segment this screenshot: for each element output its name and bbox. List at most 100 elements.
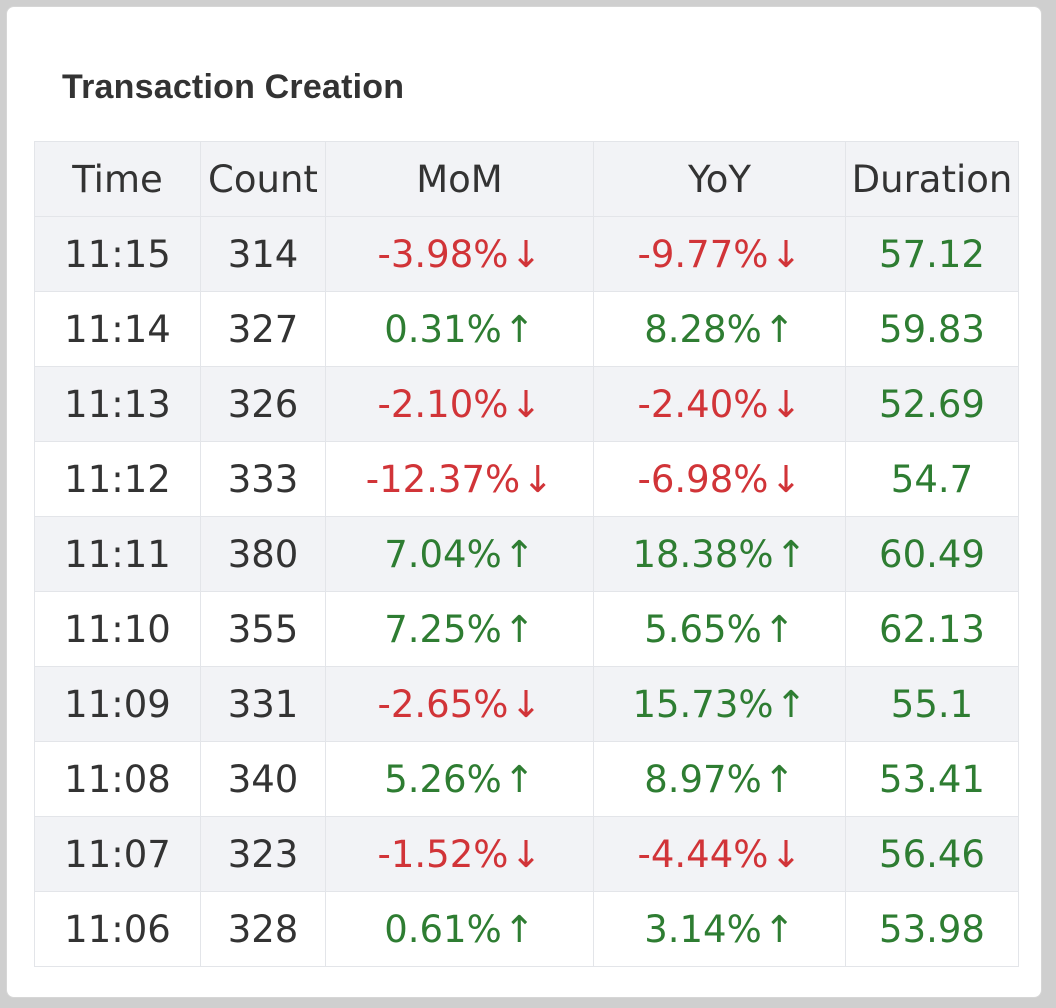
count-cell: 314	[200, 216, 326, 292]
mom-cell: 0.31%↑	[325, 291, 594, 367]
arrow-down-icon: ↓	[770, 457, 802, 501]
yoy-cell: -6.98%↓	[593, 441, 846, 517]
yoy-value: 8.97%	[644, 757, 762, 801]
yoy-value: -9.77%	[637, 232, 769, 276]
time-cell: 11:14	[34, 291, 201, 367]
yoy-cell: 5.65%↑	[593, 591, 846, 667]
table-row[interactable]: 11:10 355 7.25%↑ 5.65%↑ 62.13	[34, 591, 1019, 667]
arrow-down-icon: ↓	[522, 457, 554, 501]
column-header-count[interactable]: Count	[200, 141, 326, 217]
arrow-up-icon: ↑	[503, 907, 535, 951]
mom-value: -2.65%	[377, 682, 509, 726]
mom-value: 0.31%	[384, 307, 502, 351]
duration-cell: 56.46	[845, 816, 1019, 892]
mom-cell: -12.37%↓	[325, 441, 594, 517]
duration-cell: 60.49	[845, 516, 1019, 592]
mom-cell: 0.61%↑	[325, 891, 594, 967]
duration-cell: 57.12	[845, 216, 1019, 292]
arrow-down-icon: ↓	[510, 382, 542, 426]
duration-cell: 62.13	[845, 591, 1019, 667]
yoy-value: 15.73%	[632, 682, 774, 726]
table-header-row: Time Count MoM YoY Duration	[34, 141, 1019, 217]
arrow-up-icon: ↑	[775, 532, 807, 576]
table-row[interactable]: 11:14 327 0.31%↑ 8.28%↑ 59.83	[34, 291, 1019, 367]
table-row[interactable]: 11:07 323 -1.52%↓ -4.44%↓ 56.46	[34, 816, 1019, 892]
duration-cell: 54.7	[845, 441, 1019, 517]
mom-cell: 5.26%↑	[325, 741, 594, 817]
yoy-value: -4.44%	[637, 832, 769, 876]
mom-value: 7.25%	[384, 607, 502, 651]
yoy-cell: -9.77%↓	[593, 216, 846, 292]
table-row[interactable]: 11:15 314 -3.98%↓ -9.77%↓ 57.12	[34, 216, 1019, 292]
mom-value: -3.98%	[377, 232, 509, 276]
time-cell: 11:06	[34, 891, 201, 967]
arrow-up-icon: ↑	[763, 907, 795, 951]
count-cell: 326	[200, 366, 326, 442]
arrow-down-icon: ↓	[510, 682, 542, 726]
table-row[interactable]: 11:06 328 0.61%↑ 3.14%↑ 53.98	[34, 891, 1019, 967]
yoy-value: 8.28%	[644, 307, 762, 351]
mom-cell: 7.04%↑	[325, 516, 594, 592]
time-cell: 11:09	[34, 666, 201, 742]
count-cell: 355	[200, 591, 326, 667]
count-cell: 327	[200, 291, 326, 367]
arrow-up-icon: ↑	[503, 757, 535, 801]
yoy-cell: 3.14%↑	[593, 891, 846, 967]
duration-cell: 59.83	[845, 291, 1019, 367]
mom-value: 5.26%	[384, 757, 502, 801]
arrow-down-icon: ↓	[770, 382, 802, 426]
arrow-up-icon: ↑	[763, 757, 795, 801]
mom-value: -1.52%	[377, 832, 509, 876]
table-body: 11:15 314 -3.98%↓ -9.77%↓ 57.12 11:14 32…	[34, 216, 1019, 967]
count-cell: 323	[200, 816, 326, 892]
duration-cell: 52.69	[845, 366, 1019, 442]
yoy-cell: 18.38%↑	[593, 516, 846, 592]
mom-cell: -1.52%↓	[325, 816, 594, 892]
yoy-cell: -4.44%↓	[593, 816, 846, 892]
arrow-down-icon: ↓	[510, 232, 542, 276]
arrow-up-icon: ↑	[775, 682, 807, 726]
column-header-yoy[interactable]: YoY	[593, 141, 846, 217]
time-cell: 11:07	[34, 816, 201, 892]
arrow-up-icon: ↑	[503, 607, 535, 651]
panel-title: Transaction Creation	[62, 68, 405, 106]
table-row[interactable]: 11:13 326 -2.10%↓ -2.40%↓ 52.69	[34, 366, 1019, 442]
arrow-up-icon: ↑	[763, 607, 795, 651]
time-cell: 11:12	[34, 441, 201, 517]
table-row[interactable]: 11:09 331 -2.65%↓ 15.73%↑ 55.1	[34, 666, 1019, 742]
column-header-mom[interactable]: MoM	[325, 141, 594, 217]
mom-value: 0.61%	[384, 907, 502, 951]
mom-cell: 7.25%↑	[325, 591, 594, 667]
yoy-cell: -2.40%↓	[593, 366, 846, 442]
table-row[interactable]: 11:12 333 -12.37%↓ -6.98%↓ 54.7	[34, 441, 1019, 517]
mom-value: -2.10%	[377, 382, 509, 426]
yoy-value: -2.40%	[637, 382, 769, 426]
column-header-time[interactable]: Time	[34, 141, 201, 217]
mom-value: 7.04%	[384, 532, 502, 576]
mom-cell: -2.10%↓	[325, 366, 594, 442]
count-cell: 380	[200, 516, 326, 592]
time-cell: 11:11	[34, 516, 201, 592]
column-header-duration[interactable]: Duration	[845, 141, 1019, 217]
transaction-creation-panel: Transaction Creation Time Count MoM YoY …	[6, 6, 1042, 998]
arrow-up-icon: ↑	[763, 307, 795, 351]
table-row[interactable]: 11:11 380 7.04%↑ 18.38%↑ 60.49	[34, 516, 1019, 592]
table-row[interactable]: 11:08 340 5.26%↑ 8.97%↑ 53.41	[34, 741, 1019, 817]
mom-cell: -2.65%↓	[325, 666, 594, 742]
time-cell: 11:15	[34, 216, 201, 292]
count-cell: 333	[200, 441, 326, 517]
arrow-up-icon: ↑	[503, 307, 535, 351]
duration-cell: 55.1	[845, 666, 1019, 742]
count-cell: 340	[200, 741, 326, 817]
arrow-up-icon: ↑	[503, 532, 535, 576]
count-cell: 331	[200, 666, 326, 742]
yoy-value: 5.65%	[644, 607, 762, 651]
transaction-table: Time Count MoM YoY Duration 11:15 314 -3…	[34, 141, 1019, 967]
time-cell: 11:08	[34, 741, 201, 817]
arrow-down-icon: ↓	[770, 232, 802, 276]
duration-cell: 53.41	[845, 741, 1019, 817]
yoy-value: 18.38%	[632, 532, 774, 576]
arrow-down-icon: ↓	[510, 832, 542, 876]
mom-cell: -3.98%↓	[325, 216, 594, 292]
mom-value: -12.37%	[365, 457, 521, 501]
